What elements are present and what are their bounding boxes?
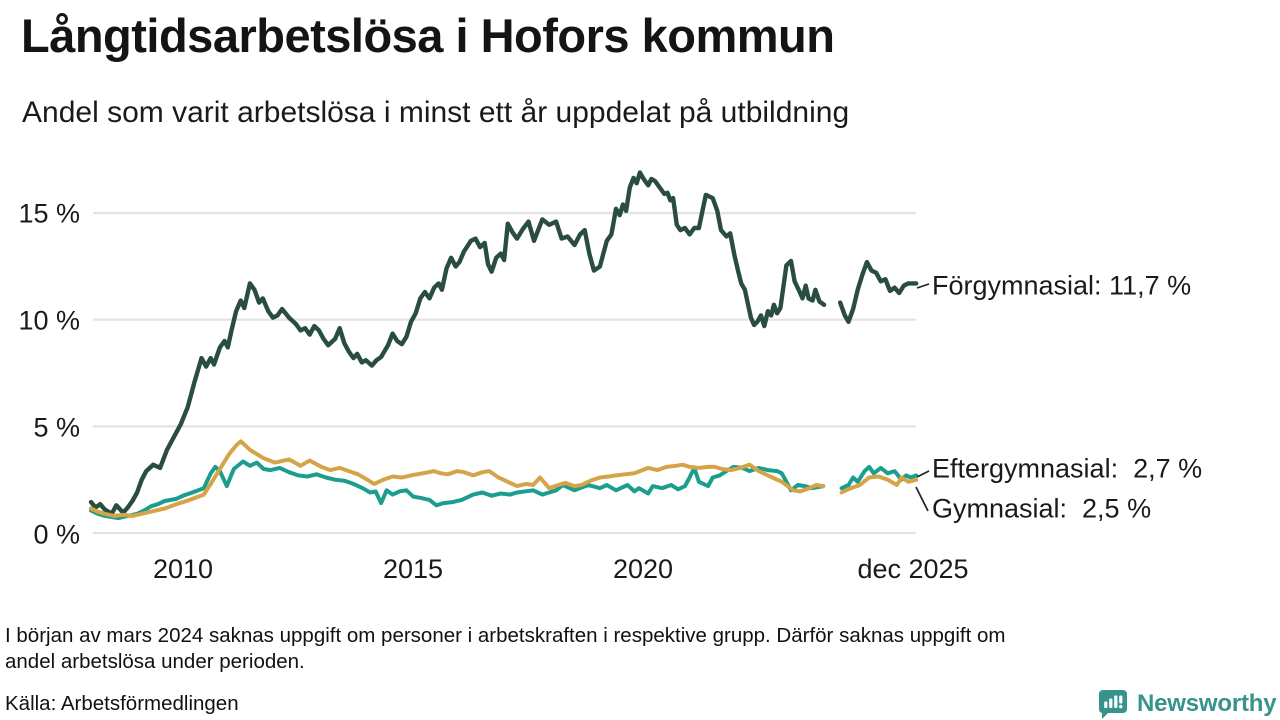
footnote-line-1: I början av mars 2024 saknas uppgift om … xyxy=(5,624,1006,647)
newsworthy-icon xyxy=(1096,687,1129,720)
x-axis-tick-2020: 2020 xyxy=(612,554,674,584)
series-lines xyxy=(88,170,919,521)
x-axis-tick-dec-2025: dec 2025 xyxy=(857,554,969,584)
series-line-förgymnasial xyxy=(88,170,919,516)
x-axis-tick-2015: 2015 xyxy=(382,554,444,584)
x-axis-tick-2010: 2010 xyxy=(152,554,214,584)
gridlines xyxy=(93,212,916,535)
y-axis-tick-0: 0 % xyxy=(33,519,80,550)
page-subtitle: Andel som varit arbetslösa i minst ett å… xyxy=(22,96,850,129)
footnote-line-2: andel arbetslösa under perioden. xyxy=(5,650,305,673)
series-end-label-forgymnasial: Förgymnasial: 11,7 % xyxy=(932,270,1192,301)
series-line-eftergymnasial xyxy=(89,459,919,521)
series-line-gymnasial xyxy=(89,439,919,518)
source-text: Källa: Arbetsförmedlingen xyxy=(5,692,239,715)
y-axis-tick-5: 5 % xyxy=(33,412,80,443)
newsworthy-logo: Newsworthy xyxy=(1096,687,1277,720)
y-axis-tick-15: 15 % xyxy=(18,198,80,229)
label-connector-lines xyxy=(915,283,930,512)
newsworthy-wordmark: Newsworthy xyxy=(1137,689,1277,717)
footnote: I början av mars 2024 saknas uppgift om … xyxy=(5,623,1265,675)
y-axis-tick-10: 10 % xyxy=(18,305,80,336)
page-title: Långtidsarbetslösa i Hofors kommun xyxy=(21,9,835,62)
series-end-label-gymnasial: Gymnasial: 2,5 % xyxy=(932,493,1152,524)
series-end-label-eftergymnasial: Eftergymnasial: 2,7 % xyxy=(932,453,1203,484)
